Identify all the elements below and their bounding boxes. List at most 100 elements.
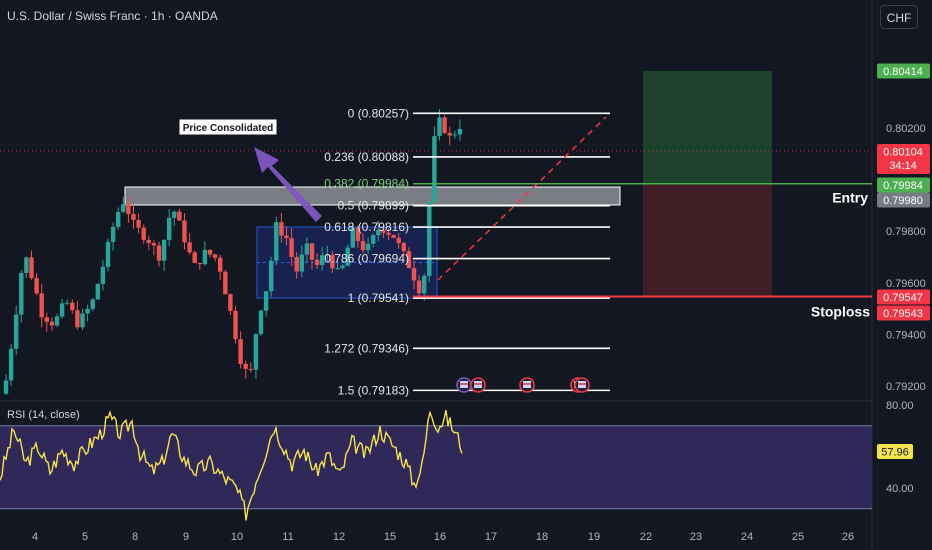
candle-body-84 — [432, 136, 437, 203]
candle-body-61 — [314, 259, 320, 266]
candle-body-32 — [167, 217, 172, 240]
candle-body-33 — [172, 211, 177, 218]
resistance-zone — [124, 186, 621, 206]
candle-body-53 — [274, 222, 279, 261]
candle-body-54 — [279, 222, 284, 236]
candle-body-28 — [146, 239, 151, 244]
x-tick-14: 24 — [741, 531, 753, 543]
candle-body-41 — [212, 254, 218, 258]
candle-body-59 — [304, 243, 310, 255]
candle-body-57 — [294, 257, 299, 272]
candle-body-88 — [452, 134, 457, 136]
candle-body-8 — [44, 317, 49, 322]
candle-body-44 — [228, 294, 233, 311]
fib-label-2: 0.382 (0.79984) — [324, 177, 409, 191]
candle-body-13 — [70, 302, 75, 311]
candle-body-81 — [416, 280, 422, 294]
candle-body-62 — [320, 255, 325, 266]
candle-body-43 — [223, 271, 228, 295]
price-tag-bg-0 — [877, 63, 930, 79]
candle-body-15 — [80, 313, 85, 328]
risk-zone — [643, 183, 772, 297]
price-tick-3: 0.79400 — [886, 329, 926, 341]
candle-body-3 — [19, 272, 24, 315]
candle-body-11 — [59, 303, 65, 317]
rsi-line — [0, 410, 463, 521]
candle-body-80 — [411, 268, 417, 281]
candle-body-51 — [263, 291, 269, 311]
candle-body-30 — [156, 245, 162, 261]
consolidation-arrow — [254, 147, 322, 222]
x-tick-13: 23 — [690, 531, 702, 543]
stoploss-label: Stoploss — [811, 303, 870, 319]
x-tick-7: 15 — [384, 531, 396, 543]
rsi-value-bg — [877, 444, 913, 459]
fib-label-0: 0 (0.80257) — [348, 106, 409, 120]
candle-body-39 — [202, 249, 208, 265]
price-tag-sub-1: 34:14 — [889, 160, 917, 172]
fib-label-5: 0.786 (0.79694) — [324, 252, 409, 266]
candle-body-65 — [335, 267, 340, 269]
x-tick-0: 4 — [32, 531, 38, 543]
candle-body-23 — [121, 204, 126, 212]
candle-body-45 — [233, 310, 238, 340]
rsi-label: RSI (14, close) — [7, 409, 80, 421]
annotation-text: Price Consolidated — [183, 123, 274, 134]
x-tick-9: 17 — [485, 531, 497, 543]
candle-body-1 — [8, 348, 14, 381]
price-tag-3: 0.79980 — [883, 195, 923, 207]
candle-body-46 — [238, 339, 243, 364]
price-tag-bg-3 — [877, 192, 930, 208]
rsi-band — [0, 425, 872, 509]
candle-body-37 — [192, 252, 197, 264]
fib-label-4: 0.618 (0.79816) — [324, 220, 409, 234]
candle-body-77 — [396, 237, 401, 243]
candle-body-60 — [309, 243, 315, 260]
price-tick-4: 0.79200 — [886, 381, 926, 393]
candle-body-66 — [340, 265, 345, 268]
rsi-value: 57.96 — [881, 447, 909, 459]
candle-body-29 — [151, 243, 157, 246]
candle-body-16 — [85, 308, 90, 314]
candle-body-34 — [177, 211, 182, 221]
candle-body-27 — [141, 227, 146, 240]
candle-body-58 — [299, 254, 304, 272]
candle-body-49 — [253, 334, 259, 370]
candle-body-2 — [14, 314, 19, 349]
candle-body-6 — [34, 278, 39, 294]
candle-body-83 — [427, 202, 432, 276]
price-tick-1: 0.79800 — [886, 226, 926, 238]
candle-body-7 — [39, 293, 44, 318]
x-tick-1: 5 — [82, 531, 88, 543]
candle-body-79 — [406, 251, 412, 269]
candle-body-5 — [29, 257, 34, 279]
candle-body-78 — [401, 242, 406, 252]
candle-body-12 — [65, 302, 70, 304]
candle-body-47 — [243, 363, 248, 369]
x-tick-16: 26 — [842, 531, 854, 543]
price-tag-2: 0.79984 — [883, 180, 923, 192]
price-tick-0: 0.80200 — [886, 123, 926, 135]
candle-body-14 — [75, 310, 80, 328]
candle-body-22 — [116, 211, 121, 227]
currency-button[interactable]: CHF — [880, 5, 918, 29]
candle-body-89 — [457, 129, 463, 135]
price-tag-bg-2 — [877, 177, 930, 193]
fib-label-7: 1.272 (0.79346) — [324, 341, 409, 355]
candle-body-25 — [131, 213, 136, 220]
price-tag-4: 0.79547 — [883, 292, 923, 304]
candle-body-19 — [100, 266, 106, 285]
candle-body-18 — [95, 284, 100, 300]
entry-label: Entry — [832, 190, 868, 206]
x-tick-2: 8 — [132, 531, 138, 543]
rsi-tick-1: 40.00 — [886, 483, 914, 495]
symbol-title: U.S. Dollar / Swiss Franc · 1h · OANDA — [7, 9, 218, 23]
candle-body-68 — [350, 227, 355, 248]
candle-body-20 — [105, 241, 111, 267]
target-zone — [643, 71, 772, 184]
candle-body-64 — [330, 254, 335, 269]
candle-body-38 — [197, 263, 202, 265]
x-tick-15: 25 — [792, 531, 804, 543]
